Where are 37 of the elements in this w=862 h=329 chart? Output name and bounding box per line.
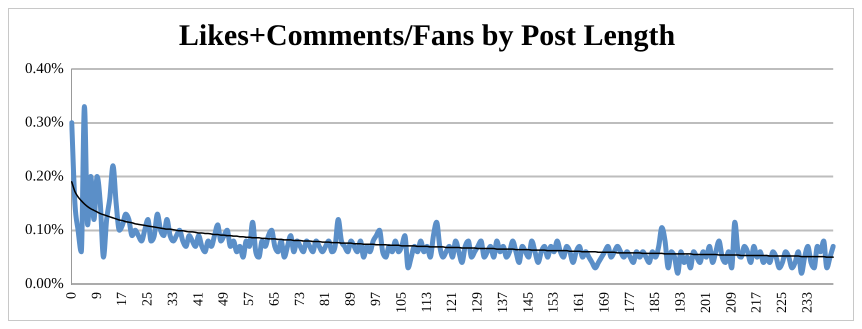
x-tick-label: 185 — [648, 292, 664, 313]
x-tick-label: 49 — [216, 292, 232, 306]
x-tick-label: 0 — [64, 292, 80, 299]
x-tick-label: 17 — [115, 292, 130, 306]
x-tick-label: 9 — [90, 292, 105, 299]
x-tick-label: 33 — [166, 292, 181, 306]
x-tick-label: 209 — [724, 292, 740, 313]
x-tick-label: 169 — [597, 292, 612, 313]
x-tick-label: 113 — [420, 292, 435, 312]
x-tick-label: 137 — [496, 292, 511, 313]
x-tick-label: 201 — [698, 292, 714, 313]
y-tick-label: 0.10% — [24, 222, 64, 238]
y-tick-label: 0.20% — [24, 168, 64, 184]
y-tick-label: 0.40% — [24, 60, 64, 77]
x-tick-label: 217 — [750, 292, 765, 313]
x-tick-label: 129 — [470, 292, 486, 313]
x-tick-label: 225 — [775, 292, 790, 313]
line-series — [70, 181, 834, 258]
x-tick-label: 121 — [445, 292, 460, 313]
x-tick-label: 89 — [344, 292, 359, 306]
x-tick-label: 97 — [369, 292, 384, 306]
x-tick-label: 81 — [318, 292, 334, 306]
x-tick-label: 193 — [674, 292, 689, 313]
x-tick-label: 25 — [140, 292, 156, 306]
x-tick-label: 153 — [546, 292, 562, 313]
x-tick-label: 65 — [267, 292, 282, 306]
x-tick-label: 105 — [394, 292, 410, 313]
y-tick-label: 0.00% — [24, 276, 64, 292]
x-tick-label: 145 — [521, 292, 536, 313]
x-tick-label: 57 — [242, 292, 258, 306]
x-tick-label: 233 — [800, 292, 816, 313]
x-tick-label: 73 — [292, 292, 308, 306]
chart-title: Likes+Comments/Fans by Post Length — [178, 18, 676, 52]
x-tick-label: 161 — [572, 292, 588, 313]
x-tick-label: 41 — [191, 292, 206, 306]
x-tick-label: 177 — [622, 292, 638, 313]
y-tick-label: 0.30% — [24, 114, 64, 131]
